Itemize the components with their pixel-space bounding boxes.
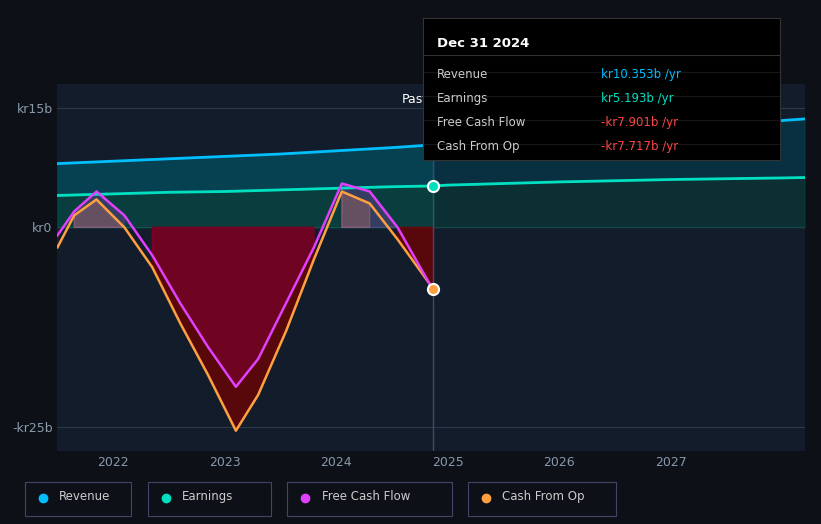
Text: Dec 31 2024: Dec 31 2024 <box>437 37 530 50</box>
Text: Earnings: Earnings <box>437 92 488 105</box>
Text: Cash From Op: Cash From Op <box>437 140 520 153</box>
Text: Analysts Forecasts: Analysts Forecasts <box>444 93 561 106</box>
Text: kr5.193b /yr: kr5.193b /yr <box>601 92 674 105</box>
Text: -kr7.717b /yr: -kr7.717b /yr <box>601 140 679 153</box>
Text: -kr7.901b /yr: -kr7.901b /yr <box>601 116 678 129</box>
Text: kr10.353b /yr: kr10.353b /yr <box>601 68 681 81</box>
Text: Free Cash Flow: Free Cash Flow <box>322 490 410 503</box>
Text: Revenue: Revenue <box>59 490 111 503</box>
Text: Revenue: Revenue <box>437 68 488 81</box>
Text: Earnings: Earnings <box>182 490 234 503</box>
Text: Cash From Op: Cash From Op <box>502 490 585 503</box>
Text: Free Cash Flow: Free Cash Flow <box>437 116 525 129</box>
Text: Past: Past <box>401 93 428 106</box>
